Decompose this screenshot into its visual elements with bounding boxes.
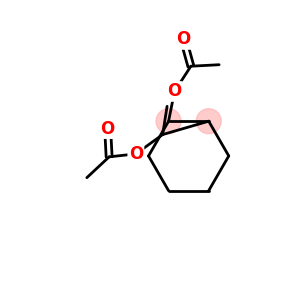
Text: O: O [167, 82, 182, 100]
Circle shape [196, 109, 221, 134]
Text: O: O [129, 145, 143, 163]
Circle shape [156, 109, 181, 134]
Text: O: O [176, 31, 190, 49]
Text: O: O [100, 120, 115, 138]
